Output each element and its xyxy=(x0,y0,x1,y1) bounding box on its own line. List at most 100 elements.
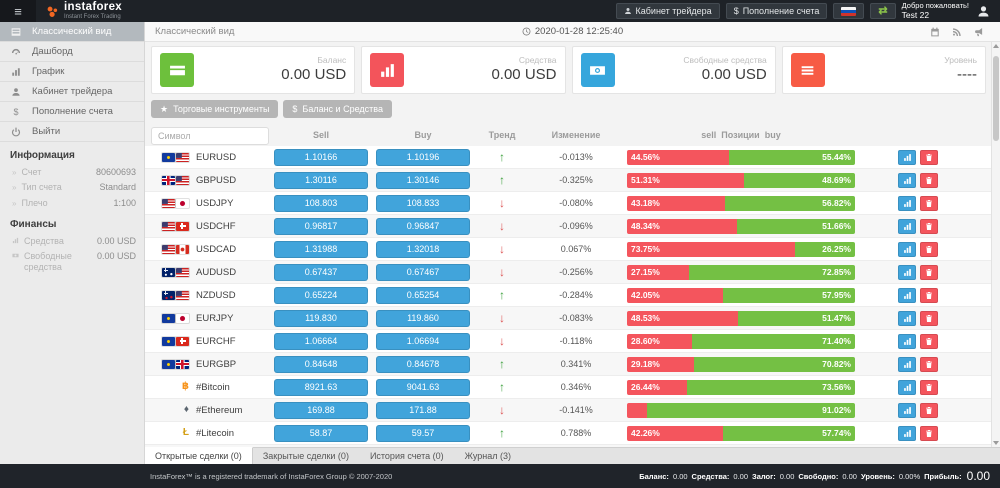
buy-price-button[interactable]: 0.84678 xyxy=(376,355,470,373)
scrollbar-thumb[interactable] xyxy=(993,56,999,141)
change-value: -0.118% xyxy=(559,336,593,346)
open-chart-button[interactable] xyxy=(898,172,916,188)
info-row-account: » Счет 80600693 xyxy=(0,165,144,180)
instaforex-logo-icon xyxy=(46,5,59,18)
delete-symbol-button[interactable] xyxy=(920,310,938,326)
stat-label: Баланс: xyxy=(639,471,669,481)
stat-value: 0.00 xyxy=(842,471,857,481)
stat-value: 0.00 xyxy=(672,471,688,481)
person-icon xyxy=(0,87,32,97)
delete-symbol-button[interactable] xyxy=(920,425,938,441)
delete-symbol-button[interactable] xyxy=(920,218,938,234)
open-chart-button[interactable] xyxy=(898,287,916,303)
sidebar-item-logout[interactable]: Выйти xyxy=(0,122,144,142)
buy-price-button[interactable]: 59.57 xyxy=(376,424,470,442)
open-chart-button[interactable] xyxy=(898,264,916,280)
sell-price-button[interactable]: 0.84648 xyxy=(274,355,368,373)
tab-account-history[interactable]: История счета (0) xyxy=(369,451,444,461)
sidebar-item-trader-cabinet[interactable]: Кабинет трейдера xyxy=(0,82,144,102)
delete-symbol-button[interactable] xyxy=(920,195,938,211)
buy-price-button[interactable]: 119.860 xyxy=(376,309,470,327)
balance-funds-button[interactable]: $ Баланс и Средства xyxy=(283,100,392,118)
sell-price-button[interactable]: 1.30116 xyxy=(274,171,368,189)
open-chart-button[interactable] xyxy=(898,195,916,211)
symbol-cell: AUDUSD xyxy=(145,267,270,278)
open-chart-button[interactable] xyxy=(898,218,916,234)
sell-price-button[interactable]: 58.87 xyxy=(274,424,368,442)
trend-down-icon: ↓ xyxy=(499,219,505,233)
mini-chart-icon xyxy=(12,237,19,244)
buy-price-button[interactable]: 0.65254 xyxy=(376,286,470,304)
delete-symbol-button[interactable] xyxy=(920,356,938,372)
trading-instruments-button[interactable]: ★ Торговые инструменты xyxy=(151,100,279,118)
tab-journal[interactable]: Журнал (3) xyxy=(464,451,512,461)
sidebar-item-classic-view[interactable]: Классический вид xyxy=(0,22,144,42)
buy-price-button[interactable]: 9041.63 xyxy=(376,378,470,396)
rss-icon[interactable] xyxy=(952,27,962,37)
sell-price-button[interactable]: 119.830 xyxy=(274,309,368,327)
open-chart-button[interactable] xyxy=(898,402,916,418)
avatar-icon[interactable] xyxy=(975,5,992,18)
sell-price-button[interactable]: 108.803 xyxy=(274,194,368,212)
delete-symbol-button[interactable] xyxy=(920,172,938,188)
buy-price-button[interactable]: 171.88 xyxy=(376,401,470,419)
sell-price-button[interactable]: 1.06664 xyxy=(274,332,368,350)
change-value: -0.284% xyxy=(559,290,593,300)
open-chart-button[interactable] xyxy=(898,149,916,165)
vertical-scrollbar[interactable] xyxy=(991,42,1000,447)
sell-price-button[interactable]: 169.88 xyxy=(274,401,368,419)
positions-buy-segment: 57.95% xyxy=(722,287,855,303)
open-chart-button[interactable] xyxy=(898,310,916,326)
card-label: Баланс xyxy=(317,55,347,66)
delete-symbol-button[interactable] xyxy=(920,402,938,418)
hamburger-menu-icon[interactable]: ≡ xyxy=(0,0,36,22)
delete-symbol-button[interactable] xyxy=(920,333,938,349)
sidebar-item-dashboard[interactable]: Дашборд xyxy=(0,42,144,62)
scroll-up-icon[interactable] xyxy=(992,42,1000,50)
deposit-button[interactable]: $ Пополнение счета xyxy=(725,3,828,19)
sell-price-button[interactable]: 0.96817 xyxy=(274,217,368,235)
currency-swap-button[interactable]: ⇄ xyxy=(870,3,896,19)
delete-symbol-button[interactable] xyxy=(920,149,938,165)
open-chart-button[interactable] xyxy=(898,356,916,372)
sell-price-button[interactable]: 8921.63 xyxy=(274,378,368,396)
trader-cabinet-button[interactable]: Кабинет трейдера xyxy=(615,3,720,19)
buy-price-button[interactable]: 0.96847 xyxy=(376,217,470,235)
delete-symbol-button[interactable] xyxy=(920,264,938,280)
trend-up-icon: ↑ xyxy=(499,150,505,164)
buy-price-button[interactable]: 1.32018 xyxy=(376,240,470,258)
positions-buy-segment: 26.25% xyxy=(795,241,855,257)
buy-price-button[interactable]: 0.67467 xyxy=(376,263,470,281)
tab-open-trades[interactable]: Открытые сделки (0) xyxy=(145,447,253,464)
sell-price-button[interactable]: 1.31988 xyxy=(274,240,368,258)
sidebar-item-chart[interactable]: График xyxy=(0,62,144,82)
calendar-icon[interactable] xyxy=(930,27,940,37)
sell-price-button[interactable]: 0.65224 xyxy=(274,286,368,304)
positions-sell-segment: 51.31% xyxy=(627,172,744,188)
info-value: 80600693 xyxy=(95,167,136,177)
flag-jp-icon xyxy=(176,198,189,208)
scroll-down-icon[interactable] xyxy=(992,439,1000,447)
tab-closed-trades[interactable]: Закрытые сделки (0) xyxy=(262,451,349,461)
buy-price-button[interactable]: 1.06694 xyxy=(376,332,470,350)
username: Test 22 xyxy=(901,10,930,21)
delete-symbol-button[interactable] xyxy=(920,287,938,303)
positions-bar: 43.18% 56.82% xyxy=(627,195,855,211)
open-chart-button[interactable] xyxy=(898,425,916,441)
delete-symbol-button[interactable] xyxy=(920,241,938,257)
symbol-search-input[interactable] xyxy=(151,126,269,145)
buy-price-button[interactable]: 1.10196 xyxy=(376,148,470,166)
open-chart-button[interactable] xyxy=(898,333,916,349)
language-flag-button[interactable] xyxy=(833,3,865,19)
buy-price-button[interactable]: 1.30146 xyxy=(376,171,470,189)
open-chart-button[interactable] xyxy=(898,379,916,395)
delete-symbol-button[interactable] xyxy=(920,379,938,395)
open-chart-button[interactable] xyxy=(898,241,916,257)
buy-price-button[interactable]: 108.833 xyxy=(376,194,470,212)
symbol-cell: ♦ #Ethereum xyxy=(145,405,270,416)
sell-price-button[interactable]: 0.67437 xyxy=(274,263,368,281)
megaphone-icon[interactable] xyxy=(974,27,984,37)
sell-price-button[interactable]: 1.10166 xyxy=(274,148,368,166)
flag-eu-icon xyxy=(162,359,175,369)
sidebar-item-deposit[interactable]: $ Пополнение счета xyxy=(0,102,144,122)
